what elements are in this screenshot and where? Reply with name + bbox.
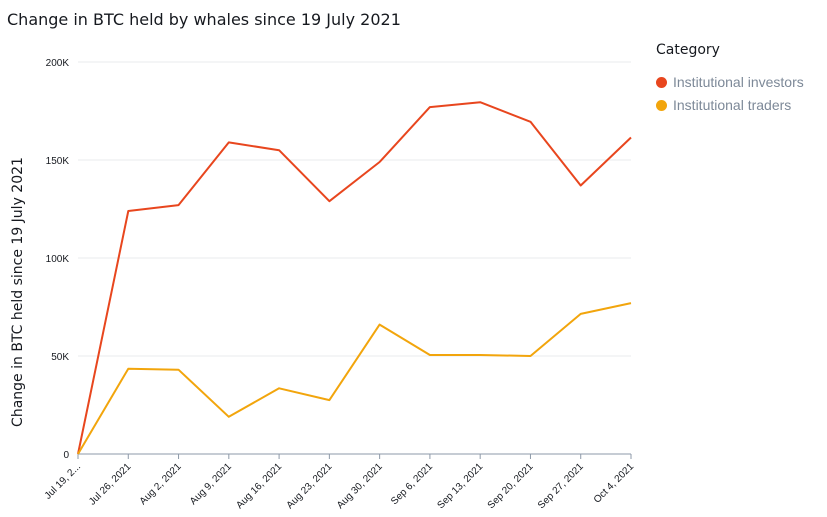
chart-legend: Category Institutional investors Institu…: [656, 42, 821, 120]
x-tick-label: Aug 30, 2021: [335, 461, 385, 511]
legend-label: Institutional investors: [673, 74, 804, 90]
x-tick-label: Oct 4, 2021: [592, 461, 637, 506]
y-tick-label: 150K: [46, 156, 70, 167]
legend-title: Category: [656, 42, 720, 58]
y-tick-label: 50K: [51, 352, 69, 363]
series-lines: [77, 101, 632, 455]
y-tick-label: 100K: [46, 254, 70, 265]
x-tick-label: Sep 13, 2021: [435, 461, 485, 511]
y-tick-label: 0: [63, 450, 69, 461]
x-tick-label: Jul 26, 2021: [87, 461, 134, 508]
x-tick-label: Aug 2, 2021: [138, 461, 184, 507]
y-tick-label: 200K: [46, 58, 70, 69]
legend-swatch-traders: [656, 99, 667, 111]
legend-swatch-investors: [656, 76, 667, 88]
legend-item-institutional-traders[interactable]: Institutional traders: [656, 97, 821, 113]
gridlines: [78, 61, 631, 455]
legend-item-institutional-investors[interactable]: Institutional investors: [656, 74, 821, 90]
series-line-institutional-investors[interactable]: [77, 101, 632, 455]
legend-label: Institutional traders: [673, 97, 792, 113]
x-tick-label: Aug 9, 2021: [188, 461, 234, 507]
x-tick-label: Sep 20, 2021: [486, 461, 536, 511]
x-tick-label: Aug 16, 2021: [234, 461, 284, 511]
x-tick-label: Jul 19, 2...: [43, 461, 83, 501]
x-tick-label: Aug 23, 2021: [285, 461, 335, 511]
y-axis-label: Change in BTC held since 19 July 2021: [10, 157, 26, 427]
x-tick-label: Sep 27, 2021: [536, 461, 586, 511]
series-line-institutional-traders[interactable]: [77, 302, 632, 455]
chart-title: Change in BTC held by whales since 19 Ju…: [7, 10, 401, 29]
x-tick-label: Sep 6, 2021: [389, 461, 435, 507]
y-axis-ticks: 0 50K 100K 150K 200K: [46, 58, 70, 461]
x-axis-ticks: Jul 19, 2... Jul 26, 2021 Aug 2, 2021 Aug 9…: [43, 454, 637, 511]
